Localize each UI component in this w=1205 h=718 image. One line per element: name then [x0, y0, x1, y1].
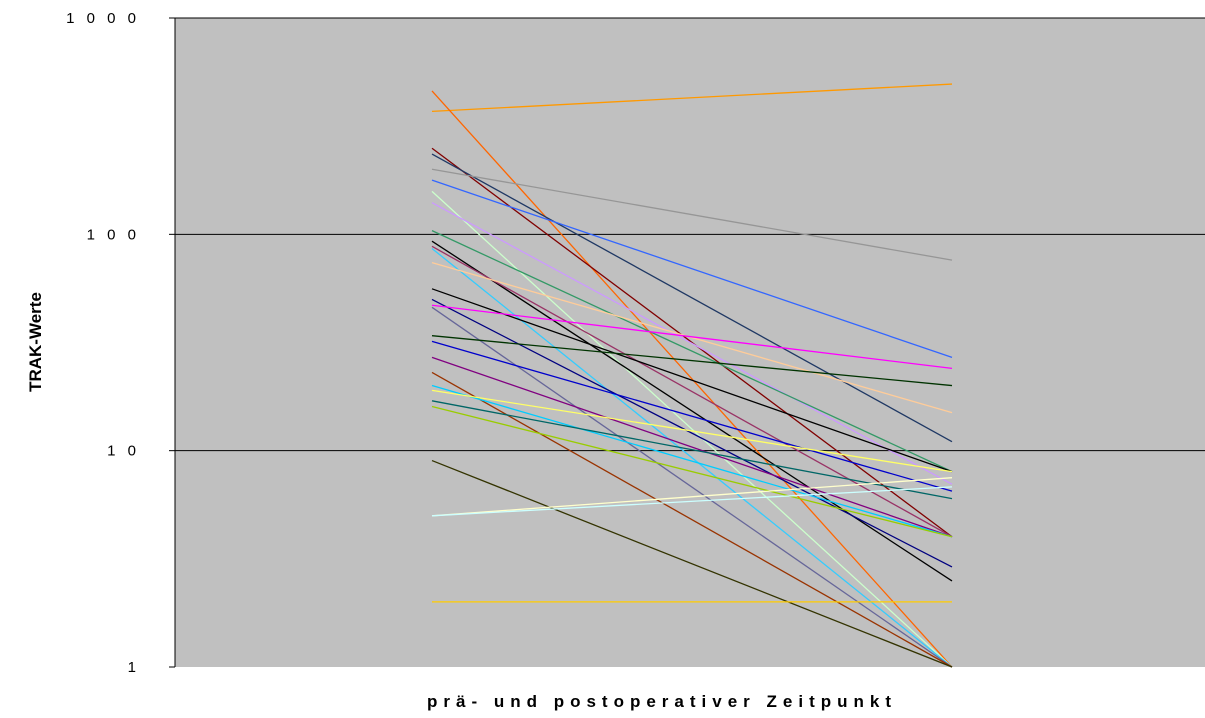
series-line-11	[431, 245, 953, 538]
series-line-9	[431, 230, 953, 473]
series-line-17	[431, 306, 953, 668]
series-line-18	[431, 335, 953, 387]
series-line-1	[431, 83, 953, 113]
series-line-21	[431, 371, 953, 668]
series-line-25	[431, 405, 953, 538]
series-line-26	[431, 459, 953, 668]
series-line-16	[431, 304, 953, 370]
y-axis-label: TRAK-Werte	[26, 292, 45, 392]
series-line-22	[431, 384, 953, 538]
y-ticks: 1 1 0 1 0 0 1 0 0 0	[66, 10, 175, 676]
series-line-13	[431, 261, 953, 414]
series-line-20	[431, 356, 953, 538]
series-line-8	[431, 202, 953, 485]
x-axis-label: prä- und postoperativer Zeitpunkt	[427, 692, 897, 711]
y-tick-label: 1 0 0	[87, 226, 140, 243]
series-line-3	[431, 147, 953, 538]
y-tick-label: 1 0 0 0	[66, 10, 140, 27]
series-line-2	[431, 90, 953, 668]
series-line-14	[431, 288, 953, 473]
series-line-12	[431, 247, 953, 668]
gridlines	[175, 17, 1205, 452]
y-tick-label: 1 0	[107, 443, 140, 460]
y-tick-label: 1	[128, 659, 140, 676]
series-line-23	[431, 389, 953, 473]
series-line-24	[431, 400, 953, 500]
series-line-5	[431, 168, 953, 261]
series-line-19	[431, 340, 953, 492]
series-line-4	[431, 153, 953, 443]
series-line-27	[431, 477, 953, 517]
series-line-10	[431, 240, 953, 582]
series-line-6	[431, 179, 953, 358]
series-lines	[431, 83, 953, 668]
series-line-28	[431, 486, 953, 517]
